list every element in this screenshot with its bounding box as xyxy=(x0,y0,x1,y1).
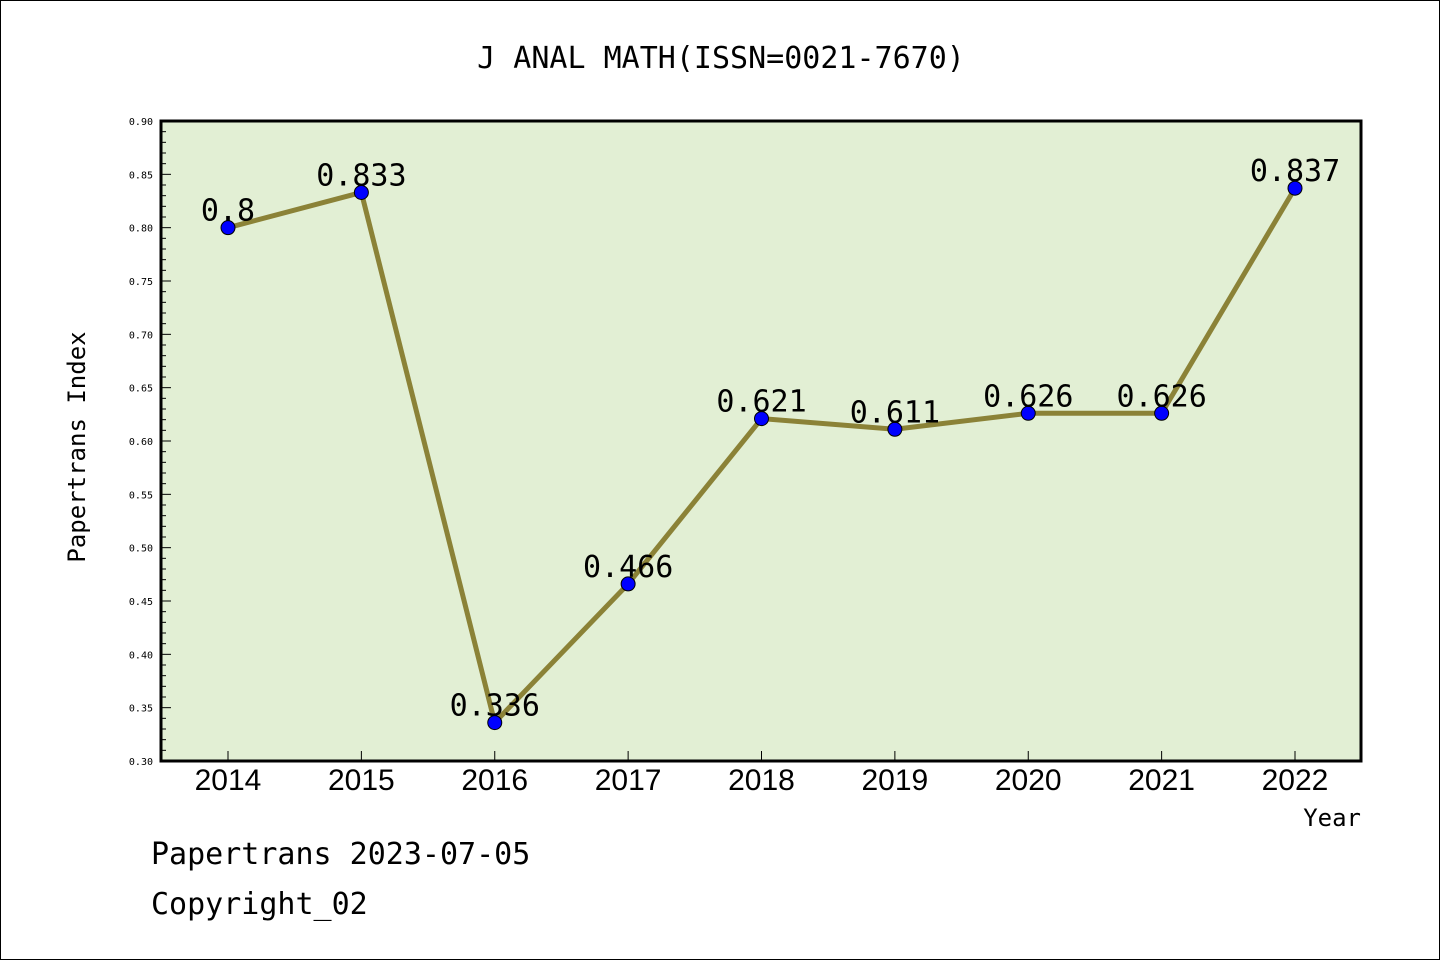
x-tick-label: 2017 xyxy=(595,764,662,797)
data-label: 0.626 xyxy=(1116,379,1206,414)
data-point xyxy=(1020,405,1036,421)
y-tick-label: 0.40 xyxy=(129,650,153,661)
y-axis-label: Papertrans Index xyxy=(63,331,91,562)
x-tick-label: 2014 xyxy=(195,764,262,797)
data-label: 0.611 xyxy=(850,395,940,430)
data-label: 0.336 xyxy=(450,689,540,724)
data-point xyxy=(1154,405,1170,421)
y-tick-label: 0.50 xyxy=(129,544,153,555)
y-tick-label: 0.90 xyxy=(129,117,153,128)
footer-date: Papertrans 2023-07-05 xyxy=(151,837,531,872)
y-tick-label: 0.65 xyxy=(129,384,153,395)
data-point xyxy=(220,220,236,236)
x-tick-label: 2018 xyxy=(728,764,795,797)
y-tick-label: 0.35 xyxy=(129,704,153,715)
x-tick-label: 2021 xyxy=(1128,764,1195,797)
plot-area xyxy=(159,119,1363,763)
y-tick-label: 0.55 xyxy=(129,490,153,501)
data-point xyxy=(620,576,636,592)
x-tick-label: 2020 xyxy=(995,764,1062,797)
data-point xyxy=(887,421,903,437)
data-point xyxy=(353,184,369,200)
y-tick-label: 0.30 xyxy=(129,757,153,768)
x-tick-label: 2019 xyxy=(862,764,929,797)
x-tick-label: 2015 xyxy=(328,764,395,797)
data-label: 0.8 xyxy=(201,194,255,229)
x-axis: 2014 2015 2016 2017 2018 2019 2020 2021 2022 xyxy=(195,751,1329,797)
y-tick-label: 0.45 xyxy=(129,597,153,608)
data-label: 0.621 xyxy=(716,385,806,420)
y-tick-label: 0.80 xyxy=(129,224,153,235)
y-tick-label: 0.60 xyxy=(129,437,153,448)
y-tick-label: 0.85 xyxy=(129,170,153,181)
x-axis-label: Year xyxy=(1303,804,1361,832)
data-label: 0.837 xyxy=(1250,154,1340,189)
y-tick-label: 0.70 xyxy=(129,330,153,341)
x-tick-label: 2022 xyxy=(1262,764,1329,797)
footer-copyright: Copyright_02 xyxy=(151,887,368,922)
y-tick-label: 0.75 xyxy=(129,277,153,288)
y-axis: 0.30 0.35 0.40 0.45 0.50 0.55 0.60 0.65 0.70 0.75… xyxy=(129,117,171,768)
data-label: 0.833 xyxy=(316,158,406,193)
data-label: 0.466 xyxy=(583,550,673,585)
data-point xyxy=(754,411,769,427)
x-tick-label: 2016 xyxy=(461,764,528,797)
data-labels: 0.8 0.833 0.336 0.466 0.621 0.611 0.626 0.626 0.… xyxy=(201,154,1340,723)
chart-title: J ANAL MATH(ISSN=0021-7670) xyxy=(477,41,965,76)
data-point xyxy=(1287,180,1303,196)
data-points xyxy=(220,180,1303,731)
data-label: 0.626 xyxy=(983,379,1073,414)
data-point xyxy=(487,715,503,731)
